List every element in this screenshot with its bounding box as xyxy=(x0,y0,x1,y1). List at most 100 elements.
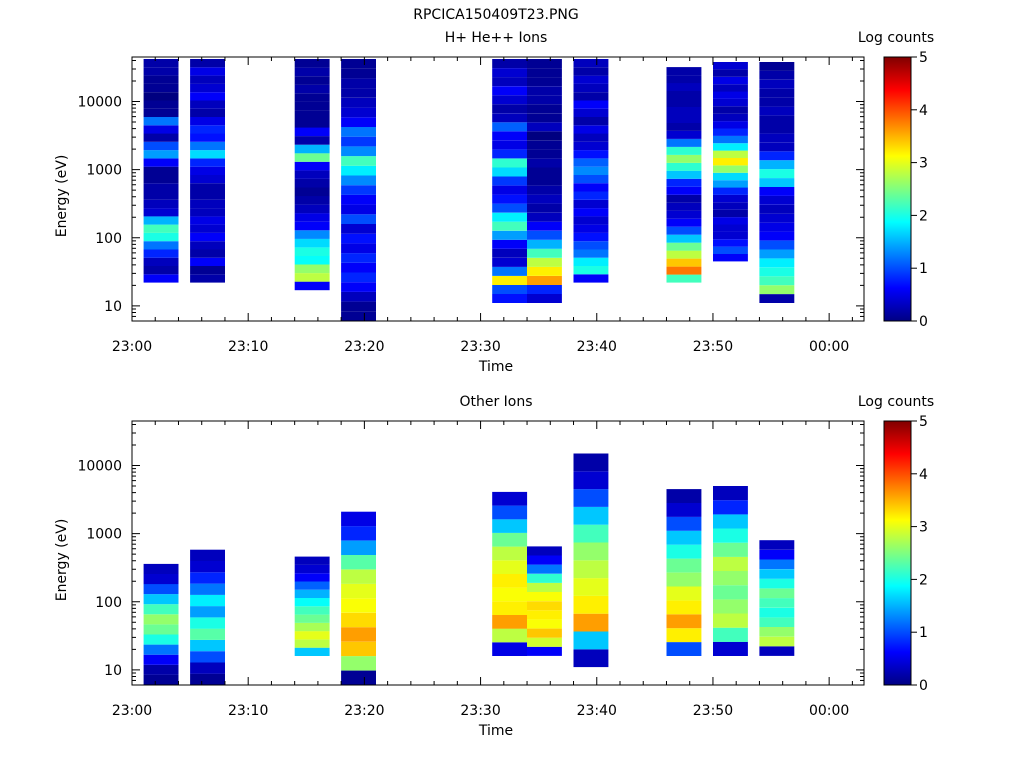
heatmap-cell xyxy=(527,285,562,294)
heatmap-cell xyxy=(190,274,225,283)
heatmap-cell xyxy=(759,258,795,268)
heatmap-cell xyxy=(341,204,376,215)
heatmap-cell xyxy=(143,634,179,645)
heatmap-cell xyxy=(759,249,795,259)
heatmap-cell xyxy=(190,216,225,225)
heatmap-cell xyxy=(294,101,330,111)
heatmap-cell xyxy=(143,232,179,242)
heatmap-cell xyxy=(294,196,330,205)
heatmap-cell xyxy=(666,91,702,99)
heatmap-cell xyxy=(527,610,562,620)
heatmap-cell xyxy=(573,216,609,225)
axis-ticks: 23:00 23:10 23:20 23:30 23:40 23:50 00:00 10 100… xyxy=(77,57,864,355)
heatmap-cell xyxy=(713,165,748,173)
plot-frame xyxy=(131,420,865,686)
heatmap-cell xyxy=(666,154,702,163)
heatmap-cell xyxy=(492,176,528,186)
heatmap-cell xyxy=(294,93,330,102)
heatmap-cell xyxy=(190,133,225,142)
heatmap-cell xyxy=(527,131,562,141)
heatmap-cell xyxy=(143,208,179,217)
heatmap-cell xyxy=(190,594,225,607)
x-tick-label: 23:10 xyxy=(228,339,268,355)
heatmap-cell xyxy=(527,176,562,186)
heatmap-cell xyxy=(666,218,702,227)
heatmap-cell xyxy=(492,239,528,249)
heatmap-cell xyxy=(190,257,225,266)
heatmap-cell xyxy=(341,598,376,613)
heatmap-cell xyxy=(341,301,376,312)
heatmap-cell xyxy=(294,264,330,274)
heatmap-cell xyxy=(294,281,330,291)
heatmap-cell xyxy=(759,187,795,196)
heatmap-cell xyxy=(190,639,225,652)
colorbar-tick-label: 0 xyxy=(919,678,928,694)
heatmap-cell xyxy=(190,651,225,663)
heatmap-cell xyxy=(713,528,748,543)
heatmap-cell xyxy=(713,202,748,210)
heatmap-cell xyxy=(341,627,376,642)
heatmap-cell xyxy=(143,100,179,109)
heatmap-cell xyxy=(759,607,795,618)
heatmap-cell xyxy=(294,187,330,197)
heatmap-cell xyxy=(759,160,795,170)
heatmap-cell xyxy=(527,86,562,96)
heatmap-cell xyxy=(713,627,748,642)
heatmap-cell xyxy=(666,628,702,643)
heatmap-cell xyxy=(143,604,179,615)
heatmap-cell xyxy=(713,254,748,262)
heatmap-cell xyxy=(759,195,795,205)
heatmap-cell xyxy=(713,556,748,571)
heatmap-cell xyxy=(190,150,225,159)
heatmap-cell xyxy=(527,230,562,240)
heatmap-cell xyxy=(759,267,795,277)
heatmap-cell xyxy=(294,622,330,632)
heatmap-cell xyxy=(527,564,562,574)
heatmap-cell xyxy=(341,127,376,137)
heatmap-cell xyxy=(143,654,179,665)
heatmap-cell xyxy=(527,592,562,602)
heatmap-cell xyxy=(573,274,609,283)
heatmap-cell xyxy=(759,549,795,560)
heatmap-cell xyxy=(341,555,376,570)
colorbar-tick-label: 1 xyxy=(919,625,928,641)
heatmap-cell xyxy=(527,194,562,204)
heatmap-cell xyxy=(341,68,376,79)
heatmap-cell xyxy=(294,144,330,154)
y-tick-label: 10 xyxy=(104,299,122,315)
heatmap-cell xyxy=(759,115,795,125)
heatmap-cell xyxy=(190,208,225,217)
heatmap-cell xyxy=(341,194,376,205)
heatmap-cell xyxy=(573,542,609,561)
y-tick-label: 1000 xyxy=(86,163,122,179)
heatmap-cell xyxy=(527,158,562,168)
heatmap-cell xyxy=(573,174,609,184)
heatmap-cell xyxy=(713,84,748,92)
heatmap-cell xyxy=(573,158,609,167)
heatmap-cell xyxy=(143,644,179,655)
heatmap-cell xyxy=(527,239,562,249)
heatmap-cell xyxy=(527,167,562,177)
heatmap-cell xyxy=(492,221,528,231)
heatmap-cell xyxy=(713,76,748,85)
heatmap-cell xyxy=(190,183,225,192)
heatmap-cell xyxy=(573,249,609,258)
heatmap-cell xyxy=(713,514,748,529)
heatmap-cell xyxy=(527,212,562,222)
heatmap-cell xyxy=(759,204,795,214)
heatmap-cell xyxy=(527,601,562,611)
heatmap-cell xyxy=(527,637,562,647)
heatmap-cell xyxy=(527,276,562,285)
heatmap-cell xyxy=(713,542,748,557)
heatmap-cell xyxy=(492,601,528,615)
heatmap-cell xyxy=(759,106,795,116)
colorbar-tick-label: 3 xyxy=(919,156,928,172)
heatmap-cell xyxy=(573,595,609,614)
heatmap-cell xyxy=(666,266,702,275)
x-tick-label: 23:30 xyxy=(460,339,500,355)
heatmap-cell xyxy=(713,172,748,181)
heatmap-cell xyxy=(573,453,609,472)
heatmap-cell xyxy=(492,104,528,114)
heatmap-cell xyxy=(759,559,795,570)
colorbar xyxy=(883,420,912,686)
